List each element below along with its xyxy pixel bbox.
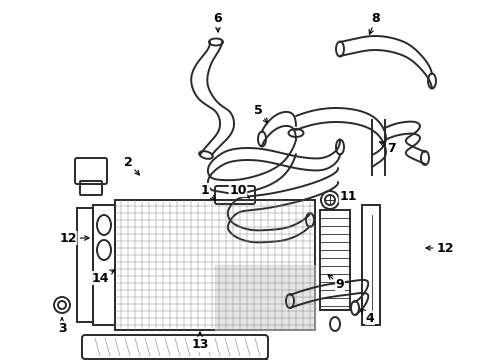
Text: 2: 2 xyxy=(123,156,139,175)
Text: 7: 7 xyxy=(380,141,396,154)
Text: 1: 1 xyxy=(200,184,215,200)
Text: 9: 9 xyxy=(328,275,344,292)
Text: 13: 13 xyxy=(191,332,209,351)
Text: 5: 5 xyxy=(254,104,268,123)
Text: 11: 11 xyxy=(339,189,357,202)
Text: 8: 8 xyxy=(369,12,380,34)
Text: 3: 3 xyxy=(58,318,66,334)
Bar xyxy=(93,205,115,325)
Text: 4: 4 xyxy=(361,309,374,324)
Polygon shape xyxy=(215,265,315,330)
Text: 12: 12 xyxy=(59,231,89,244)
Bar xyxy=(115,200,315,330)
Bar xyxy=(362,205,380,325)
Bar xyxy=(77,208,93,322)
Text: 14: 14 xyxy=(91,270,115,284)
Text: 6: 6 xyxy=(214,12,222,32)
Text: 10: 10 xyxy=(229,184,249,198)
Text: 12: 12 xyxy=(426,242,454,255)
Bar xyxy=(320,210,350,310)
